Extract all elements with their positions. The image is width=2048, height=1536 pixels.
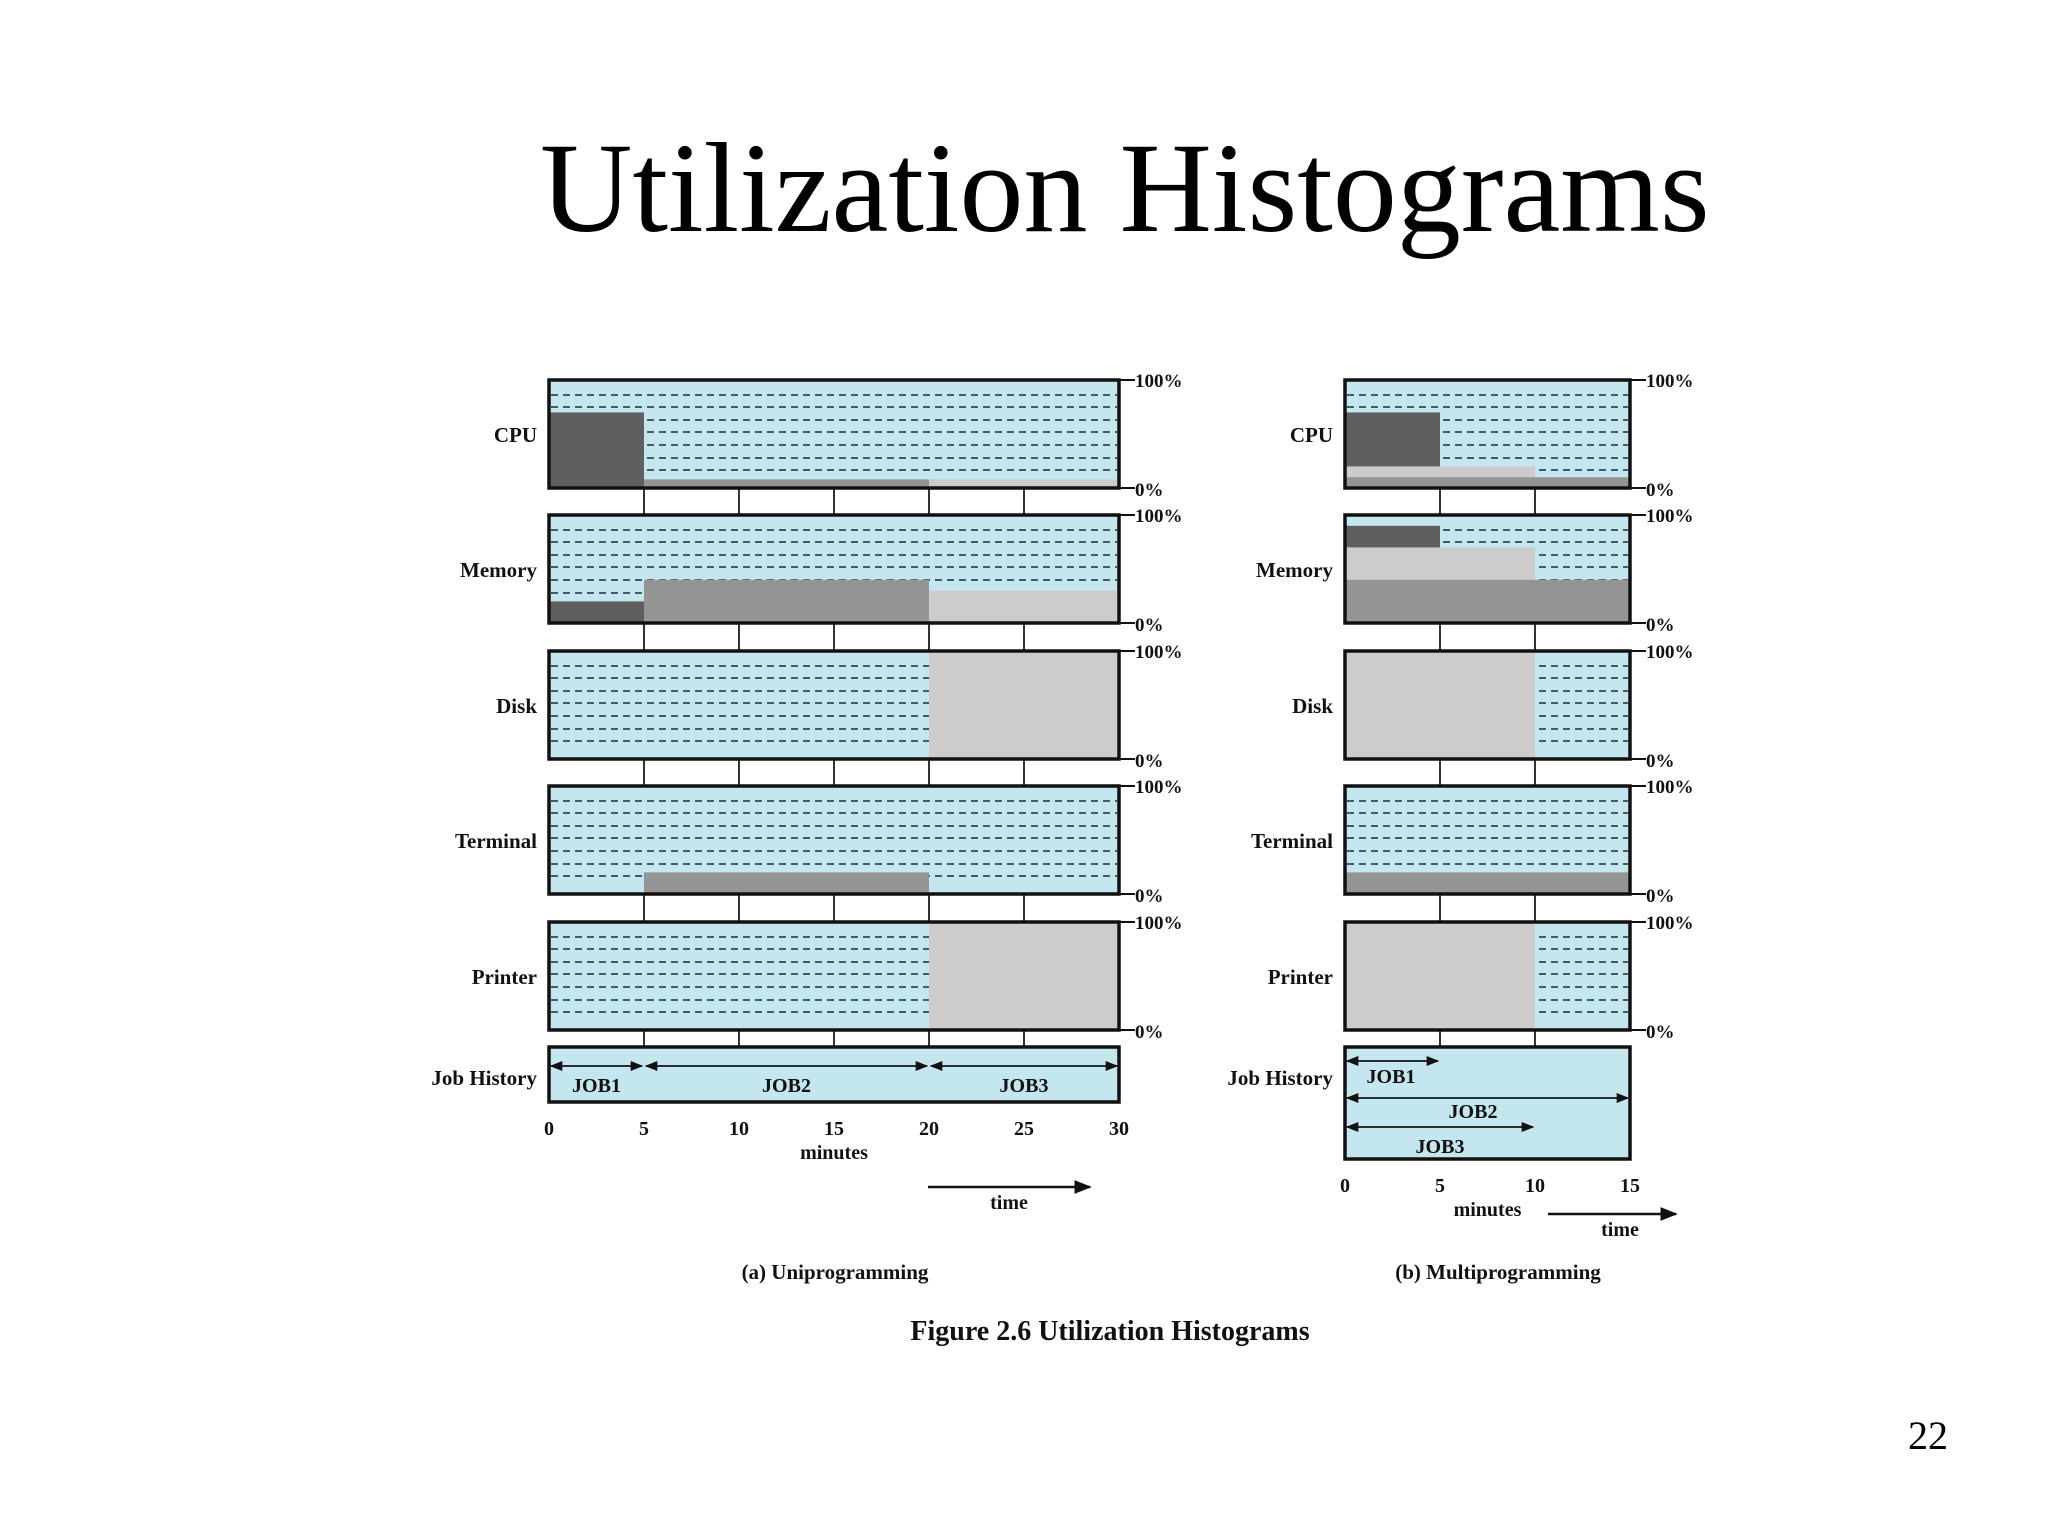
multi-row-frame bbox=[1343, 378, 1632, 490]
multi-job-history bbox=[1343, 1045, 1632, 1161]
multi-row-label-cpu: CPU bbox=[1290, 423, 1333, 447]
multi-pct-label-bottom: 0% bbox=[1646, 615, 1675, 636]
uni-pct-label-bottom: 0% bbox=[1135, 886, 1164, 907]
uni-x-tick-label: 5 bbox=[639, 1118, 649, 1140]
multi-row-frame bbox=[1343, 920, 1632, 1032]
uni-row-frame bbox=[547, 649, 1121, 761]
uni-pct-label-top: 100% bbox=[1135, 777, 1183, 798]
uni-pct-label-bottom: 0% bbox=[1135, 615, 1164, 636]
uni-bar-memory-job1 bbox=[549, 601, 644, 623]
uni-row-label-memory: Memory bbox=[460, 558, 537, 582]
multi-row-memory bbox=[1343, 513, 1632, 625]
figure-caption: Figure 2.6 Utilization Histograms bbox=[910, 1316, 1309, 1347]
multi-job-history-label: Job History bbox=[1227, 1066, 1333, 1090]
multi-row-printer bbox=[1343, 920, 1632, 1032]
uni-pct-label-bottom: 0% bbox=[1135, 480, 1164, 501]
uni-pct-label-bottom: 0% bbox=[1135, 751, 1164, 772]
multi-row-terminal bbox=[1343, 784, 1632, 896]
uni-job-label-job3: JOB3 bbox=[1000, 1075, 1049, 1097]
multi-job-label-job3: JOB3 bbox=[1416, 1136, 1465, 1158]
uni-row-label-cpu: CPU bbox=[494, 423, 537, 447]
multi-pct-label-top: 100% bbox=[1646, 371, 1694, 392]
multi-pct-label-top: 100% bbox=[1646, 913, 1694, 934]
uni-row-printer bbox=[547, 920, 1121, 1032]
uni-job-history-frame bbox=[547, 1045, 1121, 1104]
multi-subtitle: (b) Multiprogramming bbox=[1395, 1260, 1601, 1284]
multi-bar-disk-job3 bbox=[1345, 651, 1535, 759]
uni-subtitle: (a) Uniprogramming bbox=[742, 1260, 929, 1284]
uni-row-disk bbox=[547, 649, 1121, 761]
multi-x-tick-label: 15 bbox=[1620, 1175, 1640, 1197]
multi-row-label-printer: Printer bbox=[1268, 965, 1333, 989]
uni-row-label-terminal: Terminal bbox=[455, 829, 537, 853]
uni-job-label-job1: JOB1 bbox=[572, 1075, 621, 1097]
multi-row-frame bbox=[1343, 649, 1632, 761]
slide-title: Utilization Histograms bbox=[540, 117, 1710, 259]
uni-row-frame bbox=[547, 784, 1121, 896]
uni-row-label-disk: Disk bbox=[496, 694, 537, 718]
multi-row-frame bbox=[1343, 513, 1632, 625]
uni-x-tick-label: 25 bbox=[1014, 1118, 1034, 1140]
multi-row-frame bbox=[1343, 784, 1632, 896]
uni-job-history bbox=[547, 1045, 1121, 1104]
slide-number: 22 bbox=[1908, 1413, 1948, 1458]
uni-pct-label-top: 100% bbox=[1135, 506, 1183, 527]
uni-x-tick-label: 10 bbox=[729, 1118, 749, 1140]
multi-bar-printer-job3 bbox=[1345, 922, 1535, 1030]
uni-x-tick-label: 20 bbox=[919, 1118, 939, 1140]
uni-row-frame bbox=[547, 920, 1121, 1032]
uni-x-tick-label: 30 bbox=[1109, 1118, 1129, 1140]
uni-time-label: time bbox=[990, 1192, 1028, 1214]
uni-bar-cpu-job2 bbox=[644, 479, 929, 488]
uni-bar-memory-job2 bbox=[644, 579, 929, 623]
multi-pct-label-top: 100% bbox=[1646, 642, 1694, 663]
multi-time-label: time bbox=[1601, 1219, 1639, 1241]
multi-pct-label-bottom: 0% bbox=[1646, 751, 1675, 772]
uni-bar-cpu-job1 bbox=[549, 412, 644, 488]
multi-row-disk bbox=[1343, 649, 1632, 761]
uni-row-cpu bbox=[547, 378, 1121, 490]
uni-bar-cpu-job3 bbox=[929, 479, 1119, 488]
uni-pct-label-top: 100% bbox=[1135, 642, 1183, 663]
uni-bar-printer-job3 bbox=[929, 922, 1119, 1030]
multi-job-label-job2: JOB2 bbox=[1449, 1101, 1498, 1123]
uni-row-frame bbox=[547, 378, 1121, 490]
uni-x-tick-label: 0 bbox=[544, 1118, 554, 1140]
multi-row-cpu bbox=[1343, 378, 1632, 490]
uni-bar-terminal-job2 bbox=[644, 872, 929, 894]
multi-bar-terminal-job2 bbox=[1345, 872, 1630, 894]
uni-pct-label-bottom: 0% bbox=[1135, 1022, 1164, 1043]
multi-x-axis-label: minutes bbox=[1454, 1199, 1522, 1221]
uni-row-frame bbox=[547, 513, 1121, 625]
uni-pct-label-top: 100% bbox=[1135, 371, 1183, 392]
multi-pct-label-top: 100% bbox=[1646, 777, 1694, 798]
uni-x-tick-label: 15 bbox=[824, 1118, 844, 1140]
uni-bar-memory-job3 bbox=[929, 590, 1119, 623]
uni-row-label-printer: Printer bbox=[472, 965, 537, 989]
uni-job-label-job2: JOB2 bbox=[762, 1075, 811, 1097]
multi-pct-label-top: 100% bbox=[1646, 506, 1694, 527]
uni-pct-label-top: 100% bbox=[1135, 913, 1183, 934]
uni-job-history-label: Job History bbox=[431, 1066, 537, 1090]
multi-pct-label-bottom: 0% bbox=[1646, 1022, 1675, 1043]
multi-row-label-terminal: Terminal bbox=[1251, 829, 1333, 853]
multi-row-label-disk: Disk bbox=[1292, 694, 1333, 718]
multi-row-label-memory: Memory bbox=[1256, 558, 1333, 582]
uni-bar-disk-job3 bbox=[929, 651, 1119, 759]
uni-row-terminal bbox=[547, 784, 1121, 896]
multi-pct-label-bottom: 0% bbox=[1646, 480, 1675, 501]
multi-pct-label-bottom: 0% bbox=[1646, 886, 1675, 907]
multi-job-label-job1: JOB1 bbox=[1367, 1066, 1416, 1088]
multi-x-tick-label: 10 bbox=[1525, 1175, 1545, 1197]
multi-x-tick-label: 5 bbox=[1435, 1175, 1445, 1197]
multi-x-tick-label: 0 bbox=[1340, 1175, 1350, 1197]
multi-bar-memory-job2 bbox=[1345, 579, 1630, 623]
uni-row-memory bbox=[547, 513, 1121, 625]
uni-x-axis-label: minutes bbox=[800, 1142, 868, 1164]
multi-bar-cpu-job2 bbox=[1345, 477, 1630, 488]
